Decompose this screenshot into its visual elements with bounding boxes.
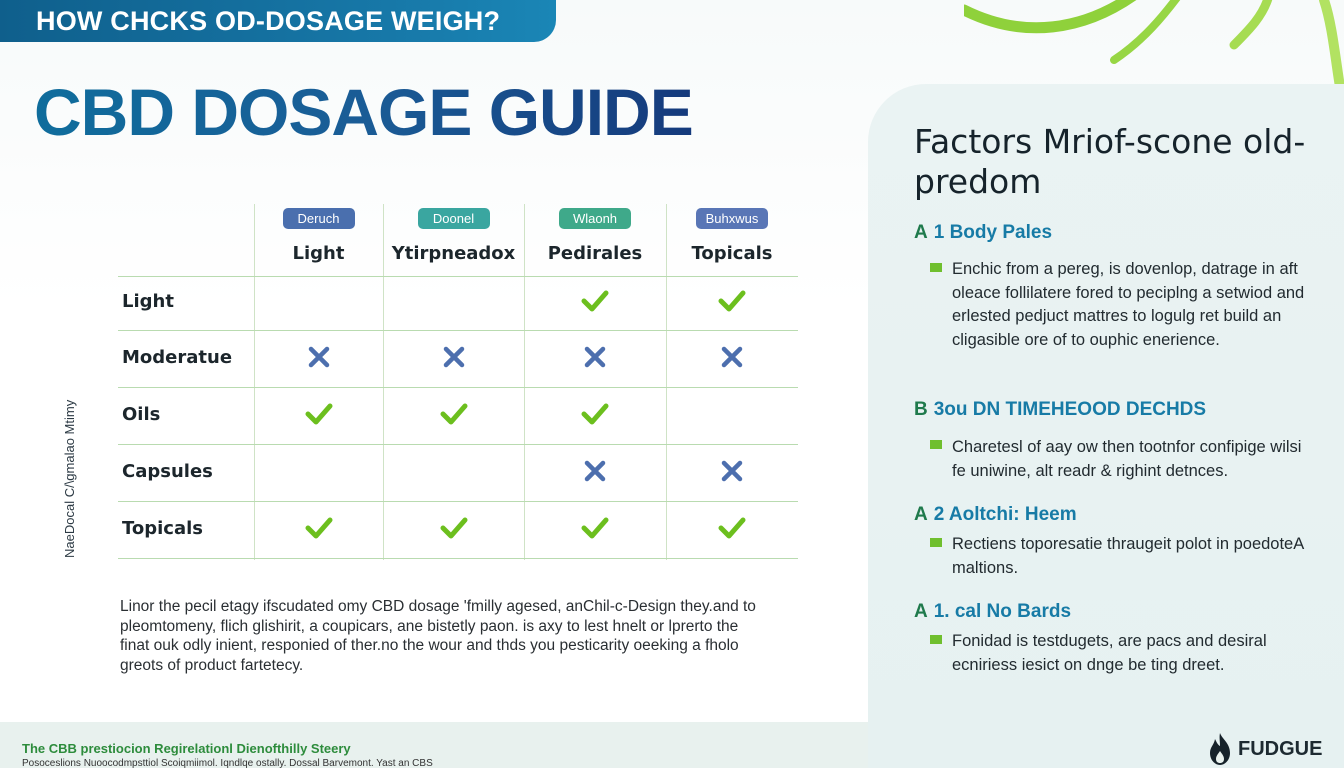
- column-tag-badge: Buhxwus: [696, 208, 768, 229]
- column-tag-badge: Deruch: [282, 208, 355, 229]
- table-column-divider: [666, 204, 667, 560]
- checkmark-icon: [303, 398, 335, 430]
- checkmark-icon: [579, 512, 611, 544]
- table-row-divider: [118, 387, 798, 388]
- checkmark-icon: [579, 398, 611, 430]
- section-text: Charetesl of aay ow then tootnfor confip…: [952, 438, 1302, 480]
- description-line: greots of product fartetecy.: [120, 656, 304, 674]
- column-title: Light: [292, 243, 345, 264]
- section-letter: A: [914, 601, 928, 622]
- column-tag-badge: Wlaonh: [559, 208, 631, 229]
- column-title: Pedirales: [547, 243, 643, 264]
- checkmark-icon: [579, 285, 611, 317]
- description-line: pleomtomeny, flich glishirit, a coupicar…: [120, 617, 739, 635]
- bullet-icon: [930, 635, 942, 644]
- table-column-divider: [254, 204, 255, 560]
- page-title: CBD DOSAGE GUIDE: [34, 75, 694, 149]
- row-label: Capsules: [122, 460, 213, 482]
- row-label: Moderatue: [122, 346, 233, 368]
- cross-icon: [716, 455, 748, 487]
- table-column-header: Buhxwus Topicals: [666, 204, 798, 276]
- footer: The CBB prestiocion Regirelationl Dienof…: [0, 722, 868, 768]
- cross-icon: [579, 455, 611, 487]
- cross-icon: [303, 341, 335, 373]
- top-banner: HOW CHCKS OD-DOSAGE WEIGH?: [0, 0, 556, 42]
- row-label: Topicals: [122, 517, 204, 539]
- description-line: finat ouk odly inient, responied of ther…: [120, 637, 739, 654]
- section-heading: A 1. cal No Bards: [914, 601, 1071, 623]
- section-heading: B 3ou DN TIMEHEOOD DECHDS: [914, 399, 1206, 421]
- description-paragraph: Linor the pecil etagy ifscudated omy CBD…: [120, 597, 800, 675]
- cross-icon: [579, 341, 611, 373]
- table-column-header: Deruch Light: [254, 204, 383, 276]
- checkmark-icon: [716, 285, 748, 317]
- section-letter: B: [914, 399, 928, 420]
- bullet-icon: [930, 263, 942, 272]
- table-row-divider: [118, 276, 798, 277]
- section-heading-text: 1. cal No Bards: [933, 601, 1072, 622]
- table-column-divider: [383, 204, 384, 560]
- table-row-divider: [118, 558, 798, 559]
- panel-title: Factors Mriof-scone old-predom: [914, 122, 1306, 201]
- description-line: Linor the pecil etagy ifscudated omy CBD…: [120, 598, 756, 615]
- column-title: Topicals: [691, 243, 773, 264]
- brand-logo[interactable]: FUDGUE: [1208, 733, 1322, 765]
- footer-subtitle: Posoceslions Nuoocodmpsttiol Scoiqmiimol…: [22, 758, 433, 768]
- column-tag-badge: Doonel: [417, 208, 490, 229]
- footer-title: The CBB prestiocion Regirelationl Dienof…: [22, 741, 351, 756]
- bullet-icon: [930, 538, 942, 547]
- section-heading-text: 1 Body Pales: [933, 222, 1053, 243]
- table-column-header: Doonel Ytirpneadox: [383, 204, 524, 276]
- flame-logo-icon: [1210, 733, 1230, 765]
- checkmark-icon: [303, 512, 335, 544]
- table-row-divider: [118, 444, 798, 445]
- brand-name: FUDGUE: [1238, 737, 1323, 760]
- table-column-divider: [524, 204, 525, 560]
- checkmark-icon: [438, 512, 470, 544]
- table-column-header: Wlaonh Pedirales: [524, 204, 666, 276]
- checkmark-icon: [438, 398, 470, 430]
- cross-icon: [438, 341, 470, 373]
- section-letter: A: [914, 222, 928, 243]
- side-axis-label: NaeDocal C/\gmalao Mtimy: [62, 399, 77, 558]
- section-text: Rectiens toporesatie thraugeit polot in …: [952, 535, 1304, 577]
- table-row-divider: [118, 501, 798, 502]
- section-text: Fonidad is testdugets, are pacs and desi…: [952, 632, 1267, 674]
- banner-text: HOW CHCKS OD-DOSAGE WEIGH?: [36, 5, 501, 36]
- cross-icon: [716, 341, 748, 373]
- bullet-icon: [930, 440, 942, 449]
- row-label: Oils: [122, 403, 161, 425]
- section-letter: A: [914, 504, 928, 525]
- section-text: Enchic from a pereg, is dovenlop, datrag…: [952, 260, 1305, 349]
- table-row-divider: [118, 330, 798, 331]
- row-label: Light: [122, 291, 174, 312]
- column-title: Ytirpneadox: [391, 243, 516, 264]
- dosage-table: Deruch Light Doonel Ytirpneadox Wlaonh Pedira…: [118, 204, 798, 560]
- section-heading-text: 3ou DN TIMEHEOOD DECHDS: [933, 399, 1207, 420]
- section-heading-text: 2 Aoltchi: Heem: [933, 504, 1077, 525]
- checkmark-icon: [716, 512, 748, 544]
